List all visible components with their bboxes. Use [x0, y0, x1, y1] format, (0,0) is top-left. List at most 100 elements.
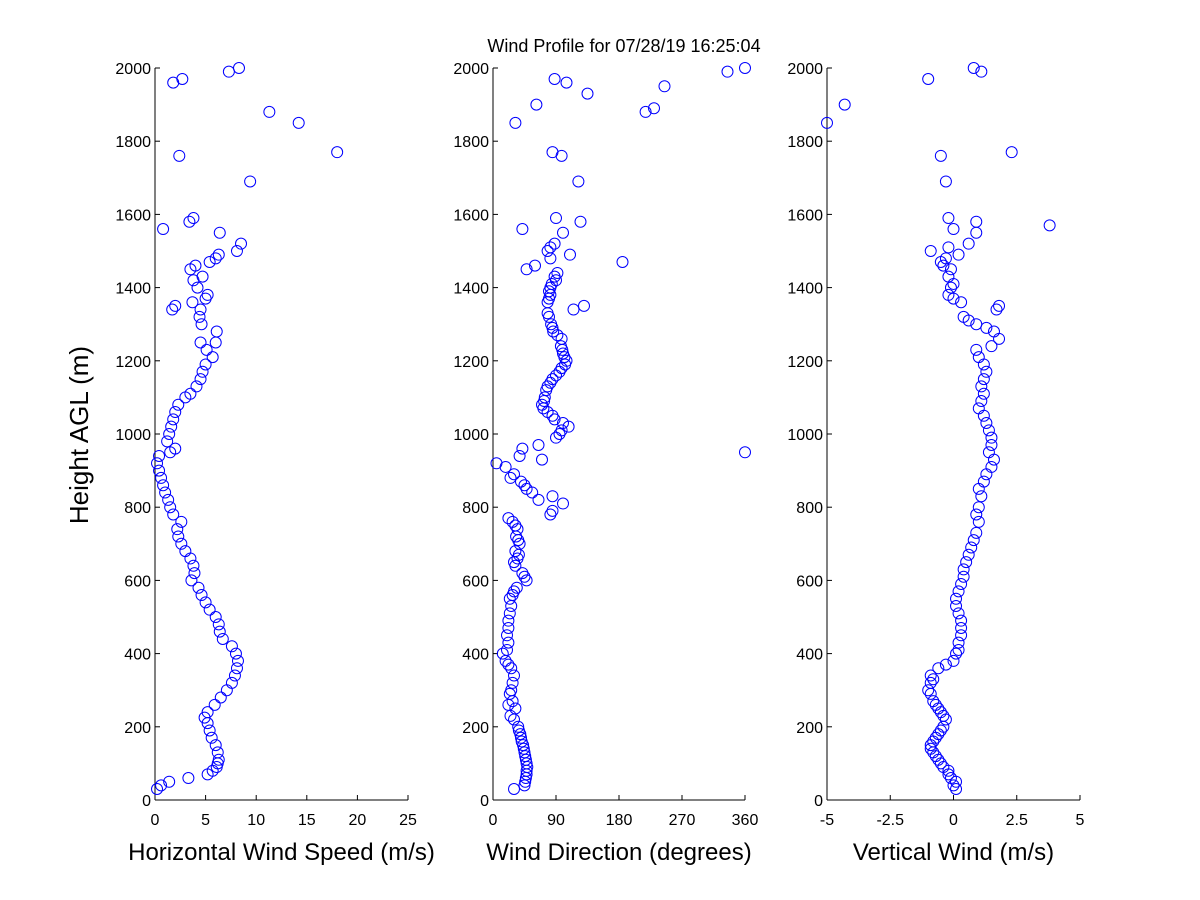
data-point — [505, 600, 518, 613]
data-point — [544, 508, 557, 521]
data-point — [957, 563, 970, 576]
data-point — [213, 226, 226, 239]
data-point — [987, 325, 1000, 338]
data-point — [195, 589, 208, 602]
data-point — [183, 215, 196, 228]
data-point — [944, 263, 957, 276]
data-point — [947, 779, 960, 792]
y-tick-label: 600 — [796, 573, 823, 590]
data-point — [518, 746, 531, 759]
data-point — [929, 750, 942, 763]
panel-horizontal-wind-speed: 0 200 400 600 800 1000 1200 1400 1600 1800 2000 0 5 1… — [115, 61, 434, 866]
data-point — [209, 252, 222, 265]
data-point — [548, 72, 561, 85]
y-tick-label: 1000 — [787, 427, 823, 444]
y-tick-label: 0 — [480, 793, 489, 810]
data-point — [939, 175, 952, 188]
y-tick-label: 400 — [462, 647, 489, 664]
data-point — [544, 241, 557, 254]
data-point — [155, 471, 168, 484]
data-point — [516, 442, 529, 455]
data-point — [947, 654, 960, 667]
data-point — [972, 351, 985, 364]
data-point — [163, 428, 176, 440]
data-point — [176, 72, 189, 85]
data-point — [230, 245, 243, 257]
data-point — [490, 457, 503, 470]
x-tick-label: 10 — [247, 812, 265, 829]
data-point — [201, 706, 214, 719]
data-point — [153, 464, 166, 477]
y-tick-label: 1800 — [115, 134, 151, 151]
data-point — [934, 149, 947, 162]
data-point — [509, 116, 522, 129]
data-point — [960, 556, 973, 569]
y-tick-label: 1400 — [787, 281, 823, 298]
data-point — [515, 735, 528, 748]
data-point — [157, 223, 170, 236]
data-point — [189, 259, 202, 272]
y-tick-label: 400 — [796, 647, 823, 664]
data-point — [508, 669, 520, 682]
data-point — [201, 288, 214, 301]
data-point — [975, 490, 988, 503]
data-point — [188, 567, 201, 580]
data-point — [508, 468, 520, 481]
data-point — [512, 720, 525, 733]
data-point — [952, 643, 965, 656]
data-point — [506, 676, 519, 689]
data-point — [970, 508, 983, 521]
data-point — [508, 585, 520, 598]
data-point — [932, 753, 945, 766]
data-point — [924, 669, 937, 682]
data-point — [924, 676, 937, 689]
data-point — [934, 724, 947, 737]
data-point — [192, 581, 205, 594]
data-point — [501, 629, 513, 642]
data-point — [211, 746, 224, 759]
data-point — [546, 409, 559, 422]
data-point — [203, 603, 216, 616]
data-point — [947, 223, 960, 236]
x-tick-label: -5 — [820, 812, 834, 829]
data-point — [739, 62, 751, 74]
data-point — [292, 116, 305, 129]
data-point — [518, 479, 531, 492]
data-point — [173, 149, 186, 162]
data-point — [208, 698, 221, 711]
data-point — [937, 259, 950, 272]
data-point — [924, 687, 937, 700]
data-point — [508, 783, 520, 796]
data-point — [545, 318, 558, 331]
y-tick-label: 600 — [462, 573, 489, 590]
data-point — [980, 417, 993, 430]
data-point — [993, 299, 1006, 312]
data-point — [209, 336, 222, 349]
data-point — [222, 65, 235, 78]
data-point — [962, 548, 975, 561]
data-point — [982, 446, 995, 459]
data-point — [163, 775, 176, 788]
data-point — [977, 409, 990, 422]
data-point — [538, 391, 551, 404]
data-point — [169, 299, 182, 312]
panel-vertical-wind: 0 200 400 600 800 1000 1200 1400 1600 1800 2000 -5 -… — [787, 61, 1084, 866]
x-tick-label: 0 — [949, 812, 958, 829]
y-tick-label: 1800 — [787, 134, 823, 151]
data-point — [501, 643, 513, 656]
y-tick-label: 1600 — [787, 207, 823, 224]
data-point — [536, 453, 548, 466]
data-point — [166, 303, 179, 316]
data-point — [151, 783, 164, 796]
data-point — [977, 373, 990, 386]
y-tick-label: 2000 — [453, 61, 489, 78]
data-point — [975, 395, 988, 408]
data-point — [972, 501, 985, 514]
data-point — [532, 438, 545, 451]
data-point — [581, 87, 594, 100]
data-point — [209, 611, 222, 623]
data-point — [235, 237, 248, 250]
data-point — [957, 310, 970, 323]
data-point — [942, 270, 955, 283]
data-point — [1005, 146, 1018, 159]
